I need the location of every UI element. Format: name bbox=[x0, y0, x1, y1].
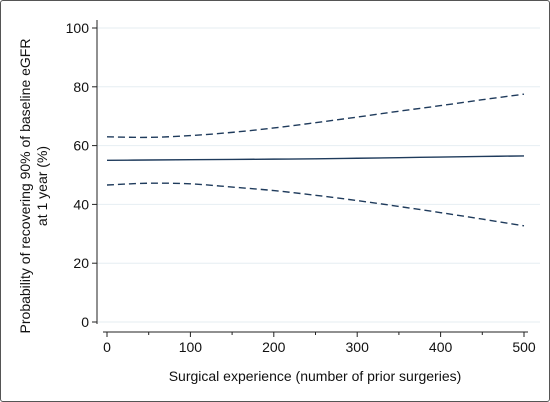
x-tick-label: 200 bbox=[262, 339, 286, 355]
y-tick-label: 60 bbox=[73, 138, 89, 154]
x-tick-label: 400 bbox=[429, 339, 453, 355]
x-tick-label: 500 bbox=[512, 339, 536, 355]
y-axis-label-line-2: at 1 year (%) bbox=[34, 146, 50, 226]
x-tick-label: 100 bbox=[179, 339, 203, 355]
ci-bound-line-1 bbox=[106, 93, 525, 139]
axes bbox=[96, 20, 528, 333]
y-tick-label: 0 bbox=[81, 314, 89, 330]
y-tick-label: 20 bbox=[73, 255, 89, 271]
y-tick-label: 100 bbox=[66, 20, 90, 36]
ci-bound-line-2 bbox=[106, 182, 525, 227]
y-tick-label: 80 bbox=[73, 79, 89, 95]
y-tick-label: 40 bbox=[73, 196, 89, 212]
series-lines bbox=[106, 93, 525, 227]
estimate-line bbox=[106, 155, 525, 161]
x-tick-label: 0 bbox=[103, 339, 111, 355]
axis-ticks: 0 20 40 60 80 100 0 100 200 300 400 500 bbox=[66, 20, 536, 355]
x-tick-label: 300 bbox=[346, 339, 370, 355]
x-axis-label: Surgical experience (number of prior sur… bbox=[169, 368, 462, 384]
grid-lines bbox=[97, 27, 540, 323]
y-axis-label-line-1: Probability of recovering 90% of baselin… bbox=[17, 39, 33, 334]
